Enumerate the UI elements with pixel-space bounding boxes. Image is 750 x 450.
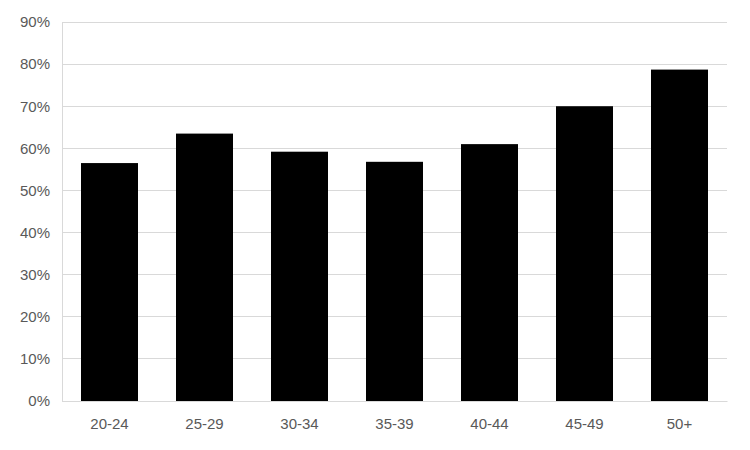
x-tick: 50+ xyxy=(667,401,693,432)
grid-line xyxy=(62,64,727,65)
y-tick: 10% xyxy=(20,350,62,367)
y-tick-label: 80% xyxy=(20,55,50,72)
grid-line xyxy=(62,106,727,107)
y-tick-label: 20% xyxy=(20,308,50,325)
bars xyxy=(81,70,708,401)
x-tick-label: 40-44 xyxy=(470,415,508,432)
y-tick-label: 70% xyxy=(20,98,50,115)
bar xyxy=(81,163,138,401)
y-tick-label: 10% xyxy=(20,350,50,367)
x-tick: 35-39 xyxy=(375,401,413,432)
bar xyxy=(651,70,708,401)
bar xyxy=(461,144,518,401)
y-tick: 70% xyxy=(20,98,62,115)
y-tick-label: 90% xyxy=(20,13,50,30)
chart: 0% 10% 20% 30% 40% 50% 60% 70% 80% 90% 20-24 25-29 3… xyxy=(0,0,750,450)
x-tick-label: 45-49 xyxy=(565,415,603,432)
y-tick: 50% xyxy=(20,182,62,199)
y-tick: 90% xyxy=(20,13,62,30)
x-tick-label: 30-34 xyxy=(280,415,318,432)
bar xyxy=(271,152,328,401)
y-tick-label: 40% xyxy=(20,224,50,241)
y-axis-line xyxy=(62,23,63,402)
x-tick-label: 50+ xyxy=(667,415,693,432)
y-tick: 0% xyxy=(28,392,62,409)
x-axis: 20-24 25-29 30-34 35-39 40-44 45-49 50+ xyxy=(63,401,728,432)
x-tick: 30-34 xyxy=(280,401,318,432)
grid-line xyxy=(62,148,727,149)
x-tick-label: 25-29 xyxy=(185,415,223,432)
plot: 0% 10% 20% 30% 40% 50% 60% 70% 80% 90% 20-24 25-29 3… xyxy=(20,13,728,431)
y-tick-label: 60% xyxy=(20,140,50,157)
y-tick: 30% xyxy=(20,266,62,283)
y-tick-label: 30% xyxy=(20,266,50,283)
x-tick: 20-24 xyxy=(90,401,128,432)
bar xyxy=(366,162,423,401)
y-tick-label: 50% xyxy=(20,182,50,199)
y-tick: 40% xyxy=(20,224,62,241)
x-tick-label: 35-39 xyxy=(375,415,413,432)
x-tick-label: 20-24 xyxy=(90,415,128,432)
bar xyxy=(556,106,613,401)
grid xyxy=(62,22,727,401)
x-tick: 25-29 xyxy=(185,401,223,432)
y-axis: 0% 10% 20% 30% 40% 50% 60% 70% 80% 90% xyxy=(20,13,63,409)
y-tick: 60% xyxy=(20,140,62,157)
y-tick: 80% xyxy=(20,55,62,72)
y-tick: 20% xyxy=(20,308,62,325)
x-tick: 45-49 xyxy=(565,401,603,432)
bar xyxy=(176,134,233,401)
y-tick-label: 0% xyxy=(28,392,50,409)
x-tick: 40-44 xyxy=(470,401,508,432)
x-axis-line xyxy=(63,401,728,402)
grid-line xyxy=(62,22,727,23)
